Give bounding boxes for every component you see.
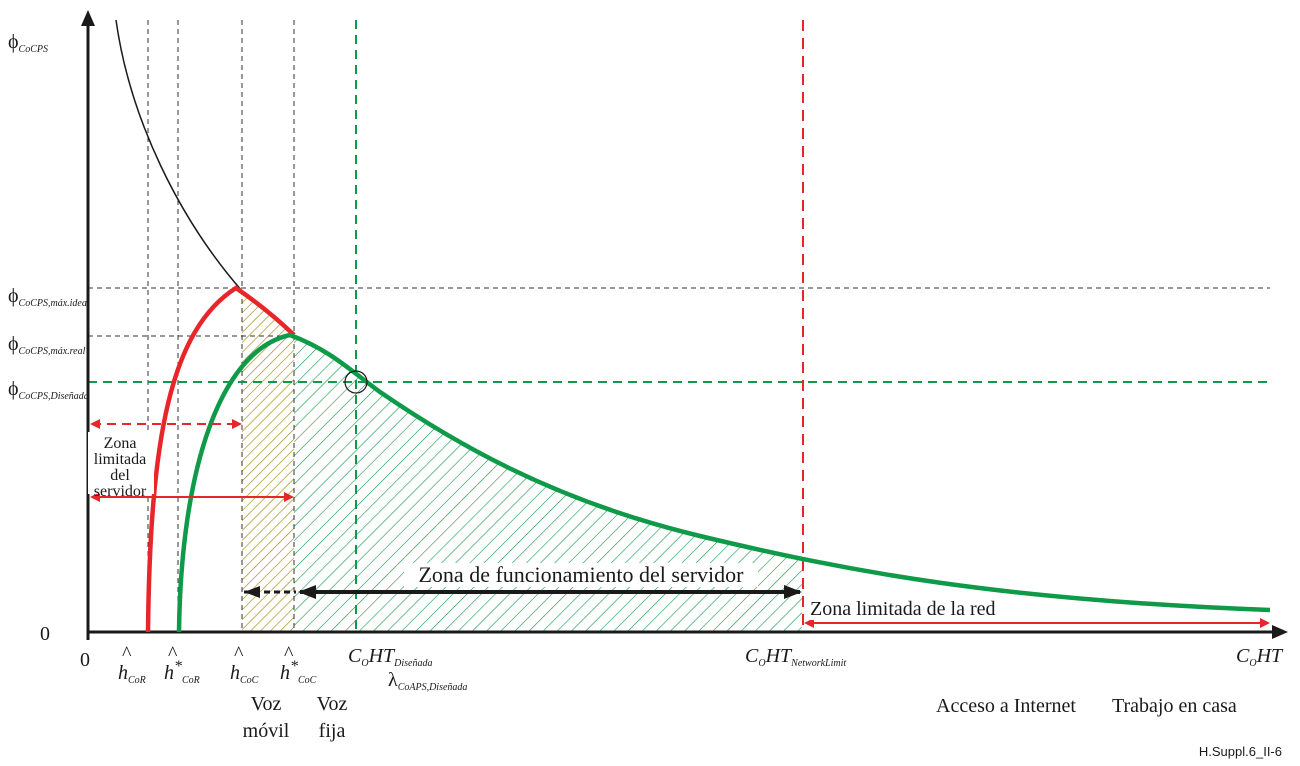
figure-id: H.Suppl.6_II-6 [1199, 744, 1282, 759]
h-hat-cor-hat: ^ [122, 643, 132, 665]
server-zone-label: Zona limitada del servidor [88, 432, 154, 500]
h-star-coc-hat: ^ [284, 643, 294, 665]
x-axis-labels: 0 ^ hCoR ^ h*CoR ^ hCoC ^ h*CoC COHTDise… [80, 643, 1284, 693]
x-label-zero: 0 [80, 649, 90, 671]
server-zone-line2: limitada [94, 451, 146, 468]
voz-movil-line1: Voz [251, 693, 282, 715]
voz-fija-line2: fija [319, 720, 346, 742]
voz-movil-line2: móvil [243, 720, 290, 742]
green-hatched-region [294, 335, 802, 632]
x-label-h-hat-coc: hCoC [230, 662, 259, 686]
olive-hatched-region [242, 291, 294, 632]
x-label-coht-designed: COHTDiseñada [348, 645, 433, 669]
x-label-h-star-coc: h*CoC [280, 658, 317, 686]
y-axis-title: ϕCoCPS [8, 31, 48, 55]
y-axis-labels: ϕCoCPS ϕCoCPS,máx.ideal ϕCoCPS,máx.real … [8, 31, 90, 645]
theoretical-curve [115, 19, 243, 292]
x-label-coht-network-limit: COHTNetworkLimit [745, 645, 846, 669]
red-ideal-curve [145, 285, 296, 633]
operation-zone-text: Zona de funcionamiento del servidor [418, 562, 744, 587]
x-label-lambda-designed: λCoAPS,Diseñada [388, 669, 467, 693]
operation-zone-arrow-left-head [244, 586, 260, 598]
axes [81, 10, 1288, 640]
green-real-curve [176, 332, 1271, 633]
x-axis-title: COHT [1236, 645, 1284, 669]
home-work-label: Trabajo en casa [1112, 695, 1237, 717]
operation-zone-label: Zona de funcionamiento del servidor [404, 562, 758, 587]
h-star-cor-hat: ^ [168, 643, 178, 665]
y-label-max-ideal: ϕCoCPS,máx.ideal [8, 285, 90, 309]
y-label-max-real: ϕCoCPS,máx.real [8, 333, 86, 357]
server-zone-line4: servidor [94, 483, 147, 500]
y-label-zero: 0 [40, 623, 50, 645]
designed-lines [88, 20, 1270, 632]
server-zone-line3: del [110, 467, 130, 484]
designed-point-marker [344, 370, 368, 394]
annotation-labels: Voz móvil Voz fija Zona limitada del ser… [88, 432, 1237, 742]
y-label-designed: ϕCoCPS,Diseñada [8, 378, 89, 402]
h-hat-coc-hat: ^ [234, 643, 244, 665]
internet-access-label: Acceso a Internet [936, 695, 1076, 717]
network-zone-label: Zona limitada de la red [806, 598, 1006, 620]
network-zone-text: Zona limitada de la red [810, 598, 995, 620]
voz-fija-line1: Voz [317, 693, 348, 715]
server-zone-line1: Zona [104, 435, 137, 452]
x-label-h-hat-cor: hCoR [118, 662, 146, 686]
x-label-h-star-cor: h*CoR [164, 658, 200, 686]
